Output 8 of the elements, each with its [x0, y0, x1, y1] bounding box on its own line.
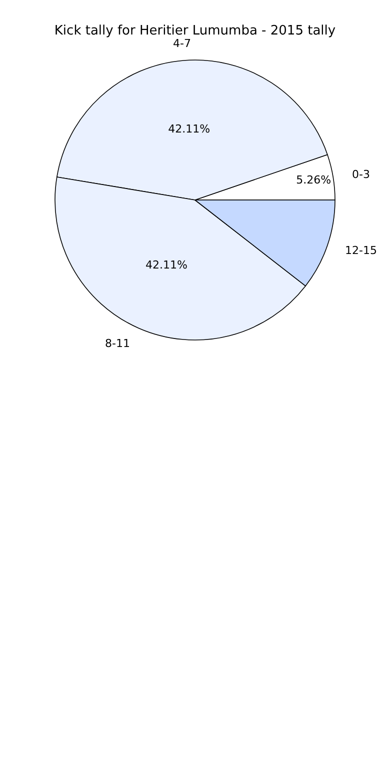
slice-label: 0-3: [352, 168, 370, 181]
slice-label: 8-11: [105, 337, 130, 350]
slice-label: 4-7: [173, 37, 191, 50]
slice-label: 12-15: [345, 244, 377, 257]
chart-title: Kick tally for Heritier Lumumba - 2015 tally: [54, 24, 336, 39]
data-label: 42.11%: [168, 122, 210, 136]
data-label: 42.11%: [145, 258, 188, 272]
data-label: 5.26%: [296, 174, 332, 187]
